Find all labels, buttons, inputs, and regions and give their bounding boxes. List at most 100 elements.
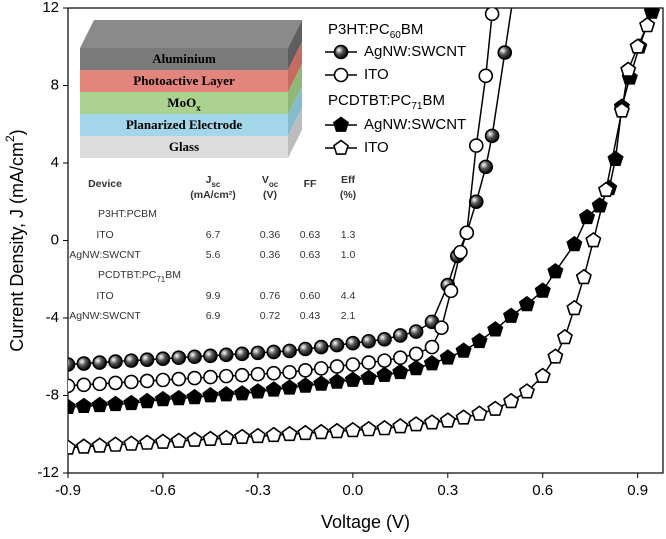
- marker: [547, 263, 564, 279]
- marker: [123, 353, 139, 368]
- marker: [76, 377, 92, 393]
- marker: [439, 349, 456, 365]
- marker: [534, 282, 551, 298]
- text-part: 2: [3, 135, 17, 142]
- marker: [434, 320, 449, 335]
- x-tick-label: -0.3: [245, 482, 271, 499]
- marker: [453, 244, 468, 260]
- marker: [250, 345, 266, 361]
- text-part: J: [206, 174, 212, 186]
- x-tick-label: -0.6: [150, 482, 176, 499]
- marker: [471, 405, 488, 421]
- marker: [629, 38, 646, 54]
- marker: [478, 159, 494, 175]
- marker: [249, 383, 266, 399]
- marker: [186, 388, 203, 405]
- text-part: P3HT:PC: [328, 21, 390, 38]
- device-stack: Aluminium Photoactive Layer MoOx Planari…: [80, 20, 302, 158]
- marker: [423, 414, 441, 430]
- marker: [408, 416, 425, 432]
- marker: [575, 268, 592, 285]
- layer-photoactive: [80, 70, 288, 92]
- marker: [203, 369, 218, 385]
- text-part: oc: [269, 180, 279, 189]
- text-part: V: [262, 174, 269, 186]
- marker: [68, 357, 76, 372]
- table-cell: 0.43: [300, 310, 321, 322]
- layer-label: Aluminium: [152, 51, 216, 66]
- marker: [139, 373, 155, 389]
- marker: [376, 366, 393, 383]
- marker: [171, 371, 187, 387]
- legend-group-title: PCDTBT:PC71BM: [328, 92, 445, 112]
- marker: [265, 426, 282, 443]
- inset-table: Device Jsc (mA/cm²) Voc (V) FF Eff (%): [88, 174, 356, 201]
- marker: [68, 378, 76, 394]
- layer-side: [288, 108, 302, 158]
- marker: [518, 295, 535, 312]
- marker: [607, 150, 624, 166]
- marker: [155, 351, 171, 366]
- marker: [298, 341, 313, 357]
- layer-side: [288, 20, 302, 70]
- text-part: PCDTBT:PC: [328, 92, 412, 109]
- marker: [107, 436, 124, 452]
- marker: [377, 332, 392, 347]
- marker: [297, 377, 314, 393]
- marker: [139, 352, 155, 367]
- layer-side: [288, 42, 302, 92]
- marker: [218, 386, 235, 402]
- text-part: 60: [390, 30, 402, 41]
- marker: [424, 339, 440, 355]
- marker: [123, 374, 139, 390]
- marker: [266, 344, 282, 360]
- marker: [218, 368, 234, 384]
- marker: [139, 392, 156, 409]
- table-group: P3HT:PCBM: [98, 208, 157, 220]
- marker: [218, 347, 234, 363]
- marker: [282, 364, 297, 380]
- marker: [170, 389, 187, 406]
- table-cell: 0.36: [260, 249, 281, 261]
- marker: [123, 435, 140, 451]
- marker: [591, 197, 608, 213]
- table-cell: 5.6: [206, 249, 221, 261]
- table-cell: 9.9: [206, 290, 221, 302]
- marker: [487, 400, 504, 416]
- marker: [361, 355, 376, 370]
- marker: [91, 437, 108, 453]
- marker: [202, 430, 219, 447]
- y-tick-label: 8: [51, 76, 59, 93]
- marker: [154, 390, 172, 407]
- text-part: 71: [411, 101, 423, 112]
- table-cell: 6.9: [206, 310, 221, 322]
- marker: [187, 370, 202, 386]
- table-cell: 1.3: [341, 229, 356, 241]
- y-axis-label: Current Density, J (mA/cm2): [3, 129, 27, 351]
- marker: [297, 424, 314, 441]
- marker: [75, 397, 92, 414]
- marker: [332, 116, 350, 132]
- marker: [392, 363, 409, 380]
- marker: [281, 379, 298, 395]
- marker: [556, 328, 573, 345]
- marker: [249, 427, 266, 444]
- marker: [468, 194, 484, 210]
- marker: [332, 139, 350, 155]
- marker: [281, 425, 298, 442]
- marker: [639, 16, 656, 33]
- marker: [345, 335, 361, 351]
- marker: [155, 372, 171, 388]
- marker: [328, 373, 346, 389]
- x-tick-label: 0.6: [532, 482, 553, 499]
- layer-side: [288, 86, 302, 136]
- marker: [282, 343, 297, 359]
- marker: [578, 208, 596, 225]
- legend-label: AgNW:SWCNT: [364, 43, 466, 60]
- marker: [534, 367, 551, 384]
- legend-label: ITO: [364, 66, 389, 83]
- table-header: Jsc: [206, 174, 221, 189]
- x-tick-label: 0.3: [437, 482, 458, 499]
- marker: [566, 235, 583, 252]
- marker: [76, 356, 92, 371]
